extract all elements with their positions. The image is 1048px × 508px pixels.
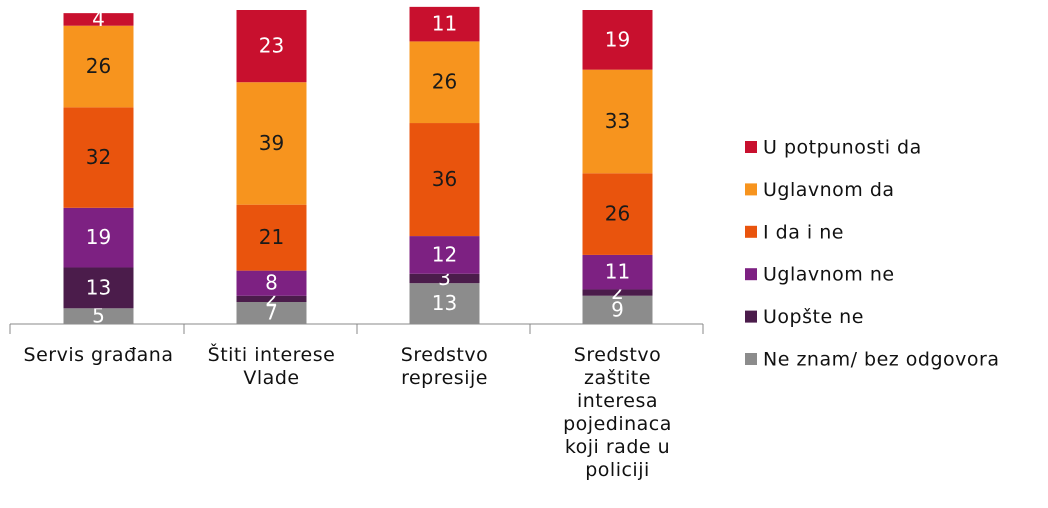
data-label: 12 <box>432 242 457 266</box>
data-label: 26 <box>605 202 630 226</box>
legend-swatch <box>745 141 757 153</box>
bar-segment <box>409 236 480 274</box>
data-label: 13 <box>86 275 111 299</box>
bar-segment <box>582 173 653 255</box>
bar-segment <box>409 123 480 237</box>
bar-segment <box>236 82 307 205</box>
bar-segment <box>409 41 480 124</box>
legend-swatch <box>745 183 757 196</box>
bar-segment <box>63 267 134 309</box>
bar-segment <box>63 25 134 108</box>
data-label: 4 <box>92 7 105 31</box>
data-label: 39 <box>259 131 284 155</box>
bar-segment <box>236 295 307 303</box>
legend-swatch <box>745 310 757 323</box>
data-label: 13 <box>432 291 457 315</box>
x-tick-label: Servis građana <box>23 344 174 366</box>
legend-label: Ne znam/ bez odgovora <box>763 349 1000 371</box>
bar-segment <box>236 10 307 83</box>
x-tick-label: Sredstvo zaštite interesa pojedinaca koj… <box>563 344 672 481</box>
bar-segment <box>236 270 307 296</box>
legend-label: Uglavnom da <box>763 179 895 201</box>
data-label: 19 <box>605 27 630 51</box>
bar-segment <box>582 295 653 324</box>
data-label: 36 <box>432 167 457 191</box>
data-label: 7 <box>265 301 278 325</box>
bar-segment <box>409 283 480 324</box>
data-label: 8 <box>265 271 278 295</box>
x-tick-label: Štiti interese Vlade <box>207 344 336 389</box>
bar-segment <box>63 13 134 26</box>
bar-segment <box>582 10 653 70</box>
data-label: 32 <box>86 145 111 169</box>
legend-swatch <box>745 225 757 238</box>
data-label: 9 <box>611 297 624 321</box>
bar-segment <box>409 273 480 284</box>
data-label: 21 <box>259 225 284 249</box>
data-label: 26 <box>432 70 457 94</box>
bar-segment <box>63 107 134 208</box>
bar-segment <box>582 69 653 174</box>
data-label: 11 <box>605 260 630 284</box>
axis <box>9 323 704 334</box>
data-label: 5 <box>92 304 105 328</box>
legend-label: U potpunosti da <box>763 137 922 159</box>
bar-segment <box>582 254 653 290</box>
data-label: 19 <box>86 225 111 249</box>
data-label: 11 <box>432 12 457 36</box>
bar-segment <box>63 207 134 268</box>
legend-label: Uglavnom ne <box>763 264 895 286</box>
legend-label: Uopšte ne <box>763 306 864 328</box>
data-label: 23 <box>259 34 284 58</box>
data-label: 33 <box>605 109 630 133</box>
bar-segment <box>236 204 307 271</box>
bar-segment <box>582 289 653 296</box>
data-label: 26 <box>86 54 111 78</box>
legend-label: I da i ne <box>763 221 844 243</box>
bar-segment <box>236 302 307 324</box>
bar-segment <box>409 6 480 42</box>
legend-swatch <box>745 268 757 281</box>
legend-swatch <box>745 353 757 365</box>
x-tick-label: Sredstvo represije <box>400 344 489 389</box>
bar-segment <box>63 308 134 324</box>
